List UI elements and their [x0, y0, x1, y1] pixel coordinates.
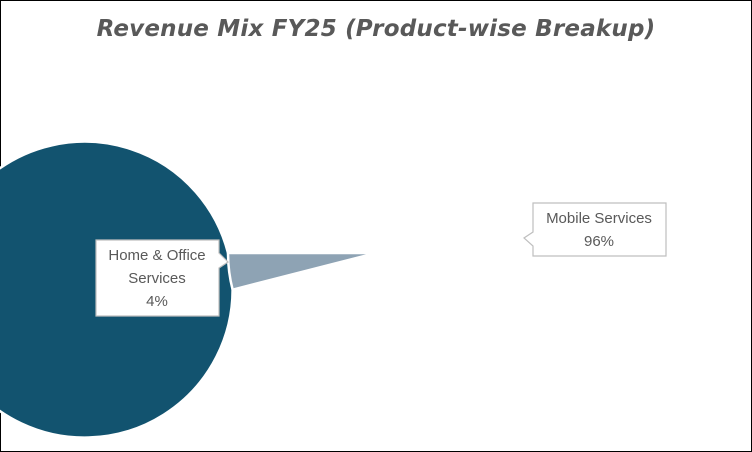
label-mobile-pct: 96%	[584, 233, 614, 250]
data-label-home-office-services: Home & Office Services 4%	[95, 239, 229, 317]
slice-home-office-services[interactable]	[226, 251, 378, 291]
label-home-pct: 4%	[146, 293, 168, 310]
label-mobile-name: Mobile Services	[546, 210, 652, 227]
chart-title: Revenue Mix FY25 (Product-wise Breakup)	[96, 16, 656, 42]
data-label-mobile-services: Mobile Services 96%	[523, 202, 667, 257]
label-home-name-2: Services	[128, 270, 186, 287]
label-home-name-1: Home & Office	[108, 247, 205, 264]
